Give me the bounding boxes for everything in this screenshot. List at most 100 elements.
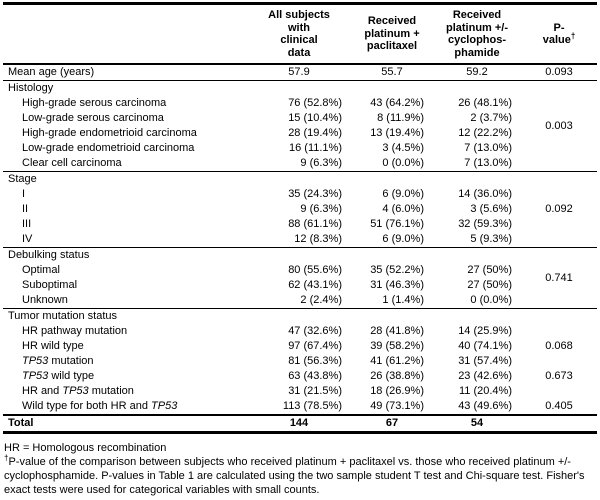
row-label: High-grade serous carcinoma — [22, 97, 167, 109]
table-row: Unknown 2 (2.4%) 1 (1.4%) 0 (0.0%) — [3, 293, 597, 309]
value-cell: 40 (74.1%) — [458, 340, 512, 352]
table-row: Suboptimal 62 (43.1%) 31 (46.3%) 27 (50%) — [3, 278, 597, 293]
value-cell: 28 (41.8%) — [370, 325, 424, 337]
section-header-row: Stage 0.092 — [3, 172, 597, 215]
value-cell: 32 (59.3%) — [458, 218, 512, 230]
value-cell: 54 — [470, 417, 484, 429]
value-cell — [351, 309, 433, 325]
column-header-platinum-cyclophosphamide: Received platinum +/- cyclophos- phamide — [445, 9, 509, 59]
value-cell: 26 (38.8%) — [370, 370, 424, 382]
table-row: II 9 (6.3%) 4 (6.0%) 3 (5.6%) — [3, 202, 597, 217]
value-cell: 13 (19.4%) — [370, 127, 424, 139]
value-cell — [351, 248, 433, 264]
value-cell: 113 (78.5%) — [282, 400, 342, 412]
value-cell: 97 (67.4%) — [288, 340, 342, 352]
column-header-platinum-paclitaxel: Received platinum + paclitaxel — [364, 15, 420, 53]
row-label: HR wild type — [22, 340, 84, 352]
row-label: HR and TP53 mutation — [22, 385, 134, 397]
row-label: HR pathway mutation — [22, 325, 128, 337]
value-cell: 18 (26.9%) — [370, 385, 424, 397]
value-cell: 6 (9.0%) — [382, 188, 424, 200]
p-value-cell: 0.741 — [545, 271, 573, 284]
value-cell: 15 (10.4%) — [288, 112, 342, 124]
value-cell: 76 (52.8%) — [288, 97, 342, 109]
row-label: Low-grade endometrioid carcinoma — [22, 142, 195, 154]
row-label: Total — [8, 417, 34, 429]
value-cell: 1 (1.4%) — [382, 294, 424, 306]
value-cell: 67 — [385, 417, 399, 429]
table-footnotes: HR = Homologous recombination †P-value o… — [4, 441, 599, 497]
value-cell: 5 (9.3%) — [470, 233, 512, 245]
row-label: Histology — [8, 82, 54, 94]
row-label: Mean age (years) — [8, 66, 95, 78]
value-cell: 8 (11.9%) — [377, 112, 424, 124]
value-cell: 31 (57.4%) — [458, 355, 512, 367]
row-label: High-grade endometrioid carcinoma — [22, 127, 197, 139]
row-label: IV — [22, 233, 33, 245]
table-row: HR pathway mutation 47 (32.6%) 28 (41.8%) 1… — [3, 324, 597, 339]
table-row: HR wild type 97 (67.4%) 39 (58.2%) 40 (74.1… — [3, 339, 597, 354]
value-cell — [433, 248, 521, 264]
value-cell: 31 (46.3%) — [370, 279, 424, 291]
value-cell: 6 (9.0%) — [382, 233, 424, 245]
value-cell: 4 (6.0%) — [382, 203, 424, 215]
value-cell: 16 (11.1%) — [289, 142, 342, 154]
p-header-line1: P- — [553, 21, 565, 34]
value-cell: 28 (19.4%) — [288, 127, 342, 139]
table-row: III 88 (61.1%) 51 (76.1%) 32 (59.3%) — [3, 217, 597, 232]
row-label: Stage — [8, 173, 37, 185]
p-value-cell: 0.092 — [545, 203, 573, 215]
value-cell: 35 (52.2%) — [370, 264, 424, 276]
p-value-cell: 0.068 — [545, 340, 573, 352]
value-cell: 81 (56.3%) — [288, 355, 342, 367]
value-cell: 26 (48.1%) — [458, 97, 512, 109]
p-value-cell — [521, 324, 597, 339]
table-row: Low-grade serous carcinoma 15 (10.4%) 8 (1… — [3, 111, 597, 126]
value-cell: 0 (0.0%) — [382, 157, 424, 169]
p-value-cell: 0.003 — [545, 119, 573, 132]
footnote-p-value: †P-value of the comparison between subje… — [4, 453, 599, 497]
table-row: High-grade serous carcinoma 76 (52.8%) 43 … — [3, 96, 597, 111]
p-value-cell: 0.673 — [545, 370, 573, 382]
value-cell — [247, 172, 351, 188]
value-cell: 55.7 — [381, 66, 403, 78]
header-row: All subjects with clinical data Received… — [3, 4, 597, 65]
table-row: Low-grade endometrioid carcinoma 16 (11.1… — [3, 141, 597, 156]
column-header-all-subjects: All subjects with clinical data — [268, 9, 330, 59]
p-value-cell — [521, 309, 597, 325]
row-label: Optimal — [22, 264, 60, 276]
dagger-symbol: † — [4, 453, 9, 463]
table-body: Mean age (years) 57.9 55.7 59.2 0.093 Histolo… — [3, 64, 597, 433]
value-cell: 2 (2.4%) — [300, 294, 342, 306]
value-cell: 0 (0.0%) — [470, 294, 512, 306]
value-cell: 12 (8.3%) — [294, 233, 342, 245]
value-cell: 7 (13.0%) — [464, 142, 512, 154]
row-label: Wild type for both HR and TP53 — [22, 400, 178, 412]
value-cell: 14 (36.0%) — [458, 188, 512, 200]
p-value-cell — [521, 354, 597, 369]
section-header-row: Tumor mutation status — [3, 309, 597, 325]
value-cell: 59.2 — [466, 66, 488, 78]
column-header-empty — [3, 4, 247, 65]
value-cell: 47 (32.6%) — [288, 325, 342, 337]
column-header-p-value: P- value† — [521, 4, 597, 65]
table-row: Mean age (years) 57.9 55.7 59.2 0.093 — [3, 64, 597, 81]
value-cell: 14 (25.9%) — [458, 325, 512, 337]
p-value-cell: 0.093 — [545, 66, 573, 78]
row-label: TP53 wild type — [22, 370, 95, 382]
table-row: TP53 mutation 81 (56.3%) 41 (61.2%) 31 (57.… — [3, 354, 597, 369]
total-row: Total 144 67 54 — [3, 415, 597, 433]
value-cell: 7 (13.0%) — [464, 157, 512, 169]
value-cell: 88 (61.1%) — [288, 218, 342, 230]
value-cell: 23 (42.6%) — [458, 370, 512, 382]
table-row: High-grade endometrioid carcinoma 28 (19.… — [3, 126, 597, 141]
row-label: Tumor mutation status — [8, 310, 118, 322]
value-cell: 3 (5.6%) — [470, 203, 512, 215]
p-value-cell — [521, 415, 597, 433]
value-cell: 9 (6.3%) — [300, 157, 342, 169]
row-label: I — [22, 188, 26, 200]
value-cell — [351, 81, 433, 97]
value-cell: 57.9 — [288, 66, 310, 78]
value-cell: 41 (61.2%) — [370, 355, 424, 367]
